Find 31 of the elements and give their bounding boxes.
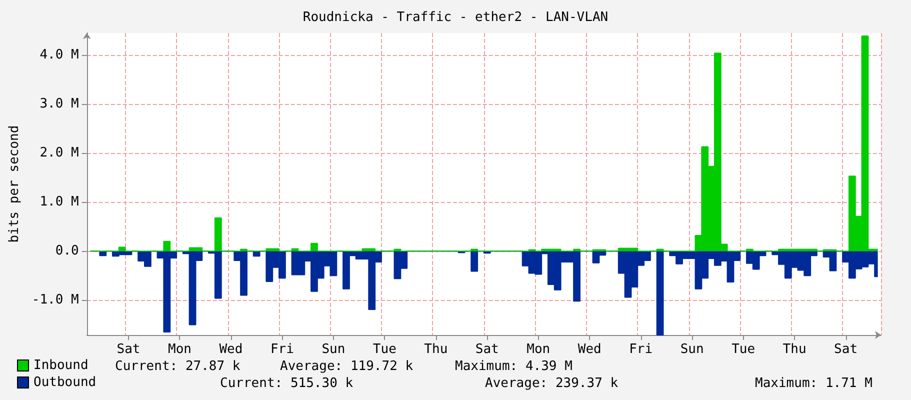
x-tick-label: Mon <box>526 342 550 357</box>
x-tick-label: Sun <box>322 342 346 357</box>
legend-label: Outbound <box>34 375 96 390</box>
x-tick-label: Tue <box>372 342 397 357</box>
x-tick-label: Wed <box>578 342 602 357</box>
x-tick-label: Sun <box>680 342 704 357</box>
text: Maximum: 4.39 M <box>455 359 573 374</box>
x-tick-label: Wed <box>219 342 243 357</box>
y-tick-label: 2.0 M <box>40 146 80 161</box>
text: Current: 515.30 k <box>220 376 354 391</box>
text: Current: 27.87 k <box>115 359 240 374</box>
x-tick-label: Fri <box>629 342 653 357</box>
x-tick-label: Sat <box>475 342 499 357</box>
text: Average: 239.37 k <box>485 376 618 391</box>
y-tick-label: 0.0 <box>55 244 79 259</box>
text: Maximum: 1.71 M <box>755 376 873 391</box>
x-tick-label: Mon <box>168 342 192 357</box>
legend-label: Inbound <box>34 358 88 373</box>
x-tick-label: Sat <box>834 342 858 357</box>
y-tick-label: -1.0 M <box>32 292 80 308</box>
x-tick-label: Thu <box>424 342 448 357</box>
x-tick-label: Fri <box>270 342 294 357</box>
y-axis-title: bits per second <box>7 125 22 243</box>
x-tick-label: Tue <box>732 342 756 357</box>
chart-title: Roudnicka - Traffic - ether2 - LAN-VLAN <box>302 10 608 25</box>
x-tick-label: Sat <box>116 342 140 357</box>
x-tick-label: Thu <box>782 342 806 357</box>
y-tick-label: 4.0 M <box>40 48 80 63</box>
text: Average: 119.72 k <box>280 359 414 374</box>
y-tick-label: 3.0 M <box>40 96 80 112</box>
y-tick-label: 1.0 M <box>40 194 80 210</box>
